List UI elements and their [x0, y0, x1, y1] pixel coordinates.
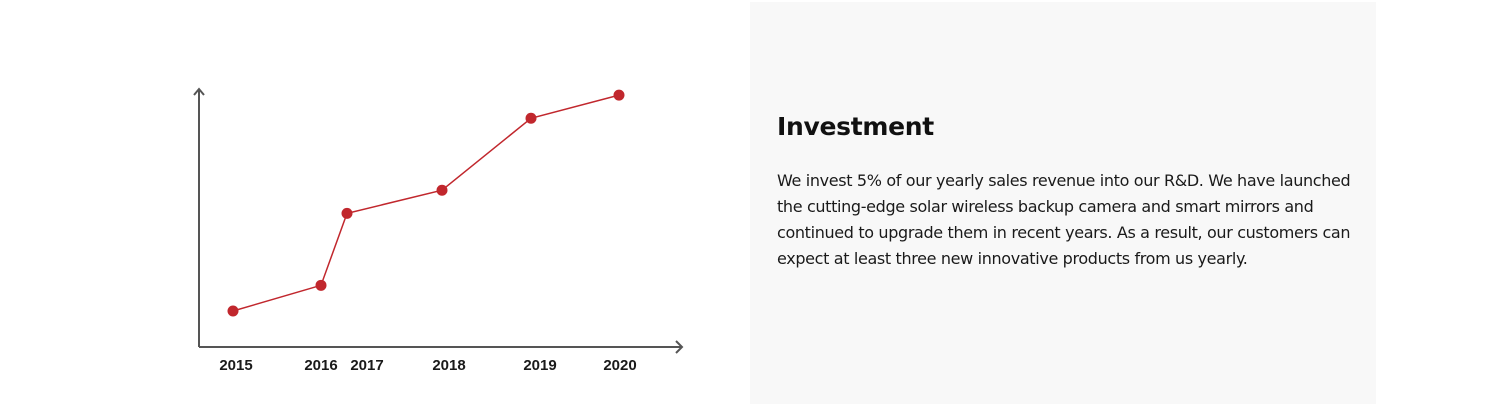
chart-series — [227, 89, 625, 317]
x-tick-label-2017: 2017 — [350, 357, 383, 374]
y-axis-arrow-icon — [193, 87, 205, 96]
x-tick-label-2020: 2020 — [603, 357, 636, 374]
section-title: Investment — [777, 112, 934, 141]
data-point-2019 — [525, 112, 537, 124]
data-point-2017 — [341, 207, 353, 219]
x-tick-label-2018: 2018 — [432, 357, 465, 374]
data-point-2018 — [436, 184, 448, 196]
investment-panel: Investment We invest 5% of our yearly sa… — [750, 2, 1376, 404]
data-point-2016 — [315, 279, 327, 291]
section-body: We invest 5% of our yearly sales revenue… — [777, 171, 1351, 268]
x-tick-label-2015: 2015 — [219, 357, 252, 374]
data-point-2020 — [613, 89, 625, 101]
x-tick-labels: 2015 2016 2017 2018 2019 2020 — [219, 357, 636, 374]
data-point-2015 — [227, 305, 239, 317]
series-line — [232, 94, 620, 312]
x-axis-arrow-icon — [675, 340, 684, 354]
x-tick-label-2016: 2016 — [304, 357, 337, 374]
chart-axes — [193, 87, 684, 354]
x-tick-label-2019: 2019 — [523, 357, 556, 374]
investment-line-chart: 2015 2016 2017 2018 2019 2020 — [193, 87, 684, 374]
